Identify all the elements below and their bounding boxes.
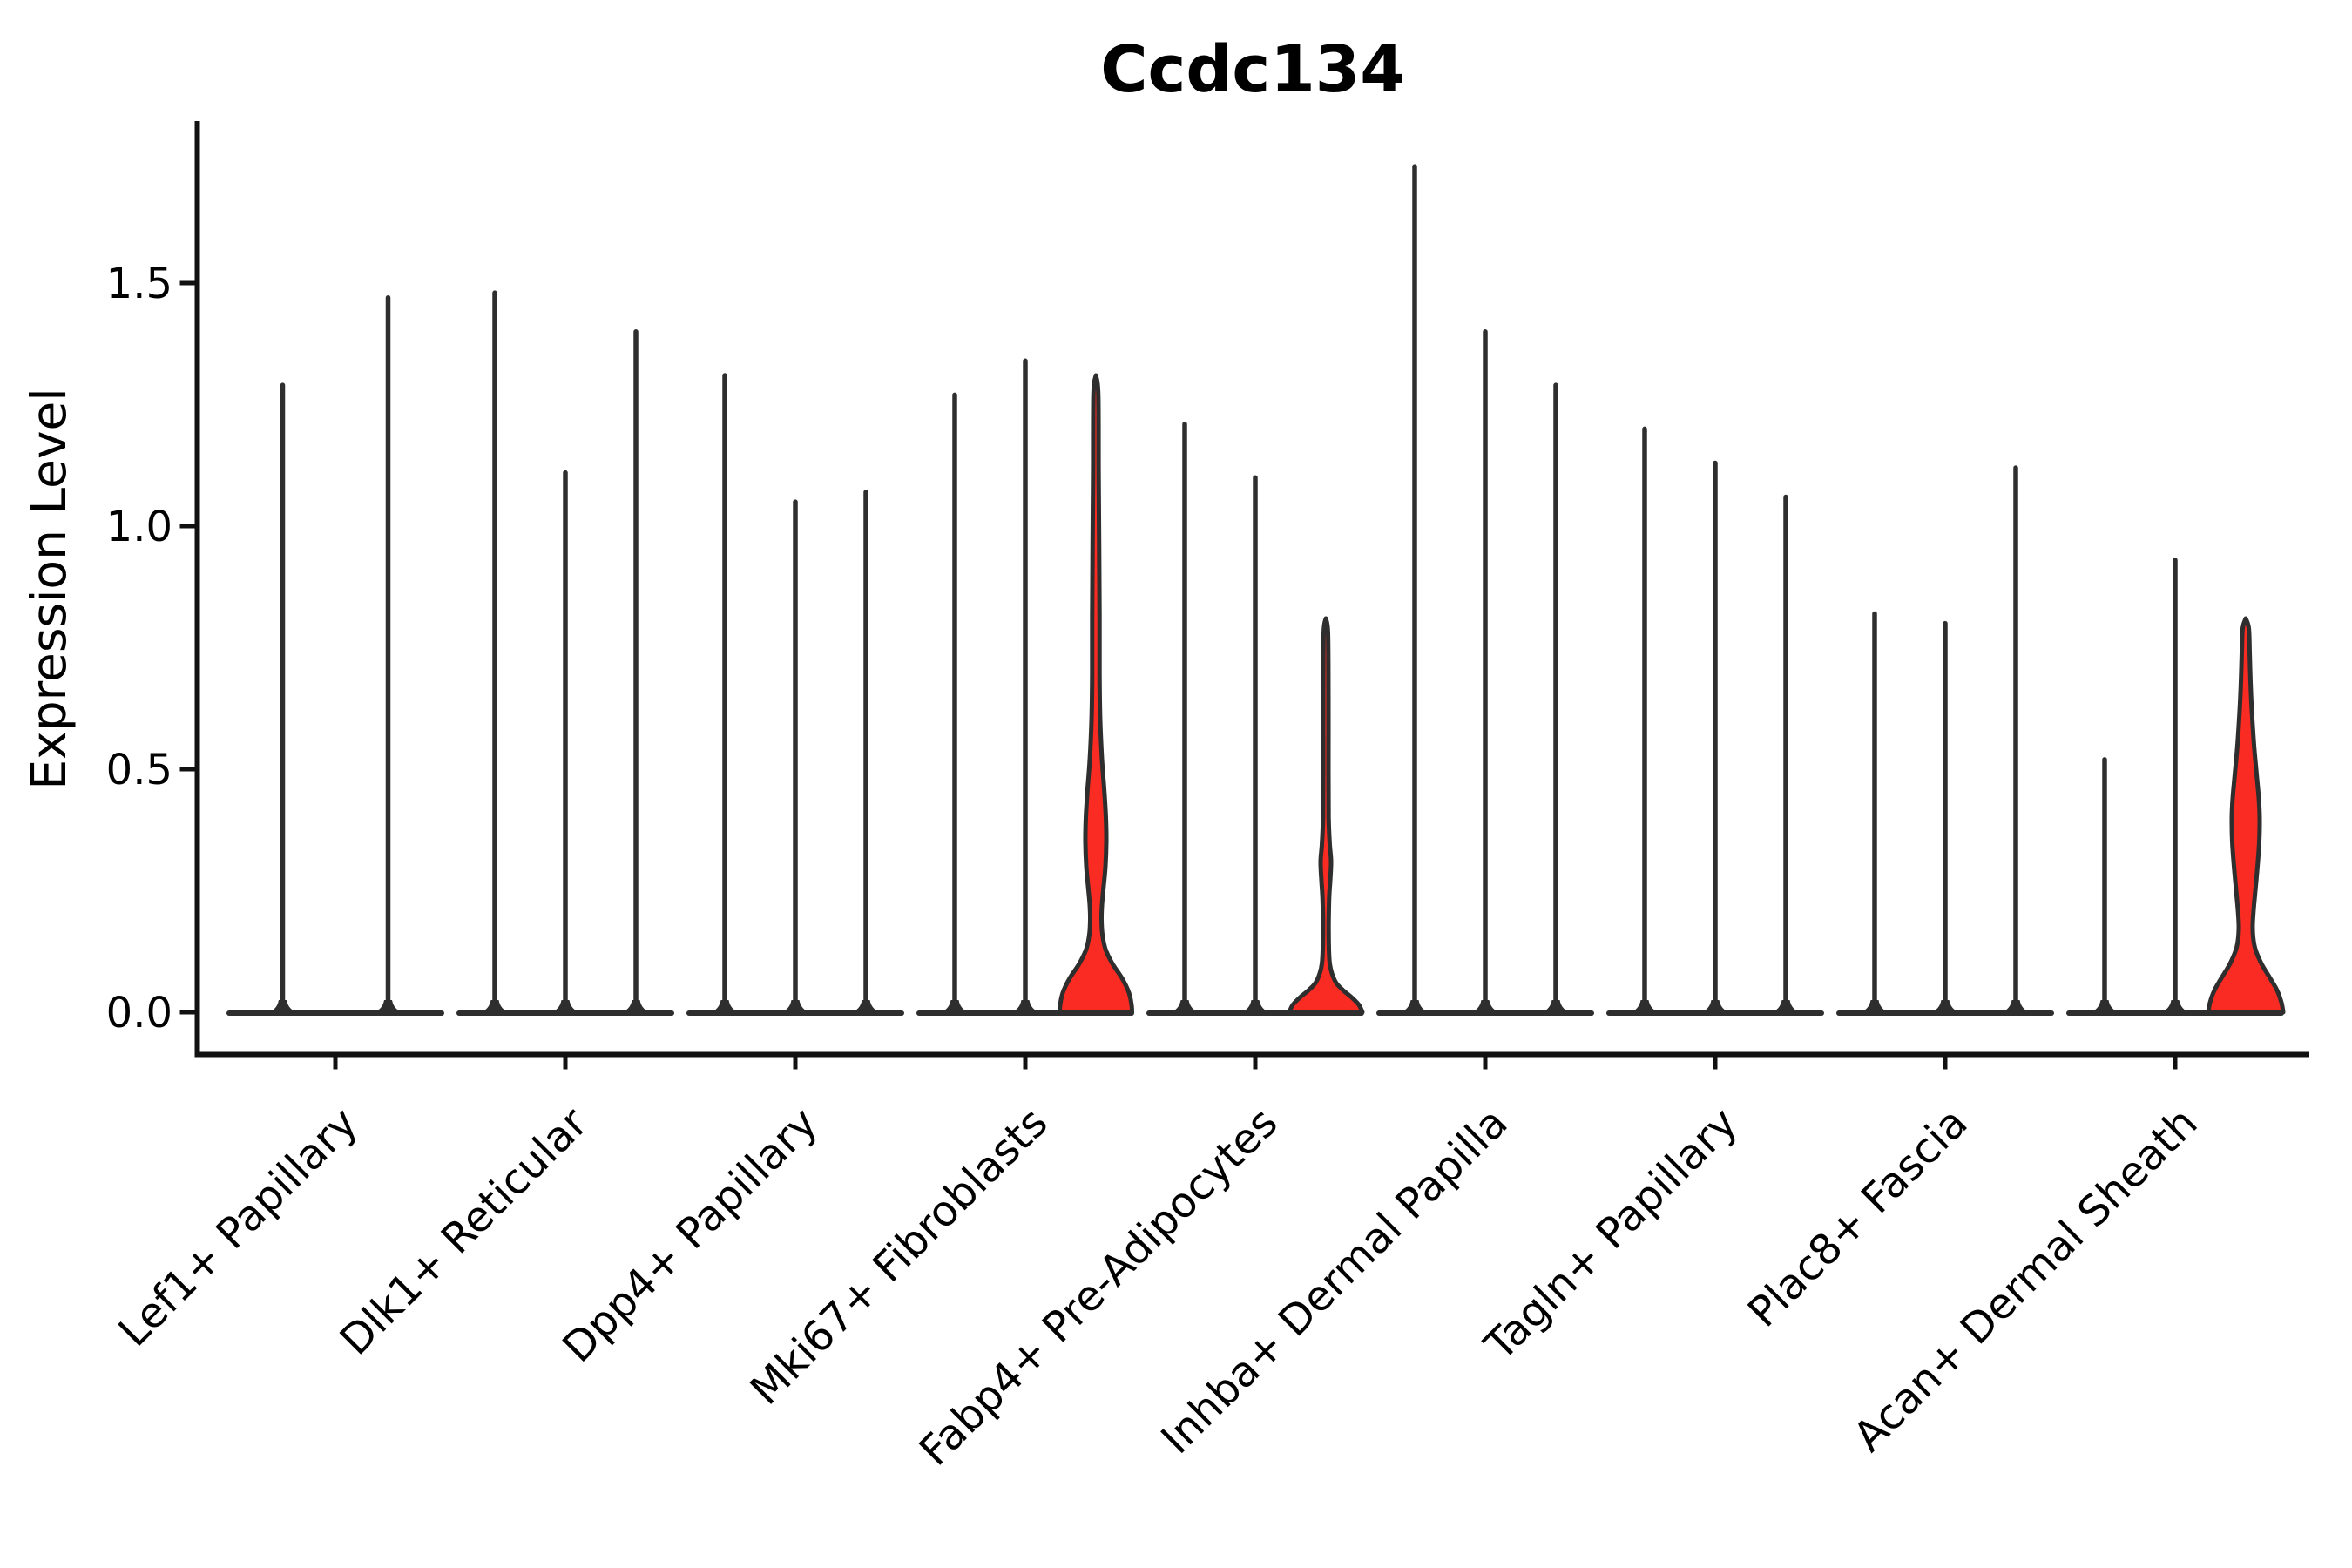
violin-base-flare bbox=[2084, 1000, 2126, 1014]
violin-base-flare bbox=[1394, 1000, 1436, 1014]
violin-shape-filled bbox=[1058, 373, 1134, 1015]
y-tick-label: 0.5 bbox=[106, 746, 172, 794]
x-tick-label: Plac8+ Fascia bbox=[1739, 1098, 1977, 1337]
y-axis-label: Expression Level bbox=[21, 388, 77, 789]
chart-layer bbox=[226, 164, 2286, 1016]
y-tick-label: 1.5 bbox=[106, 260, 172, 308]
violin-base-flare bbox=[774, 1000, 816, 1014]
violin-base-flare bbox=[1694, 1000, 1736, 1014]
violin-base-flare bbox=[1464, 1000, 1506, 1014]
violin-base-flare bbox=[1164, 1000, 1206, 1014]
violin-base-flare bbox=[1854, 1000, 1896, 1014]
violin-base-flare bbox=[1535, 1000, 1577, 1014]
violin-base-flare bbox=[474, 1000, 516, 1014]
violin-base-flare bbox=[2154, 1000, 2196, 1014]
violin-base-flare bbox=[1624, 1000, 1666, 1014]
plot-title: Ccdc134 bbox=[1100, 32, 1404, 107]
y-tick-label: 0.0 bbox=[106, 989, 172, 1037]
x-tick-label: Lef1+ Papillary bbox=[110, 1098, 368, 1356]
x-tick-label: Dpp4+ Papillary bbox=[553, 1098, 827, 1372]
violin-base-flare bbox=[1995, 1000, 2037, 1014]
violin-base-flare bbox=[845, 1000, 887, 1014]
violin-base-flare bbox=[367, 1000, 409, 1014]
violin-base-flare bbox=[1234, 1000, 1276, 1014]
violin-shape-filled bbox=[1287, 616, 1365, 1015]
violin-base-flare bbox=[615, 1000, 657, 1014]
violin-base-flare bbox=[1004, 1000, 1046, 1014]
violin-base-flare bbox=[1924, 1000, 1966, 1014]
x-tick-label: Tagln+ Papillary bbox=[1475, 1098, 1747, 1370]
axis-spines bbox=[194, 121, 2309, 1058]
violin-base-flare bbox=[261, 1000, 304, 1014]
violin-shape-filled bbox=[2206, 616, 2286, 1015]
violin-base-flare bbox=[934, 1000, 976, 1014]
y-tick-label: 1.0 bbox=[106, 503, 172, 551]
violin-base-flare bbox=[544, 1000, 586, 1014]
violin-base-flare bbox=[1765, 1000, 1807, 1014]
x-tick-label: Dlk1+ Reticular bbox=[331, 1098, 598, 1365]
violin-base-flare bbox=[704, 1000, 746, 1014]
